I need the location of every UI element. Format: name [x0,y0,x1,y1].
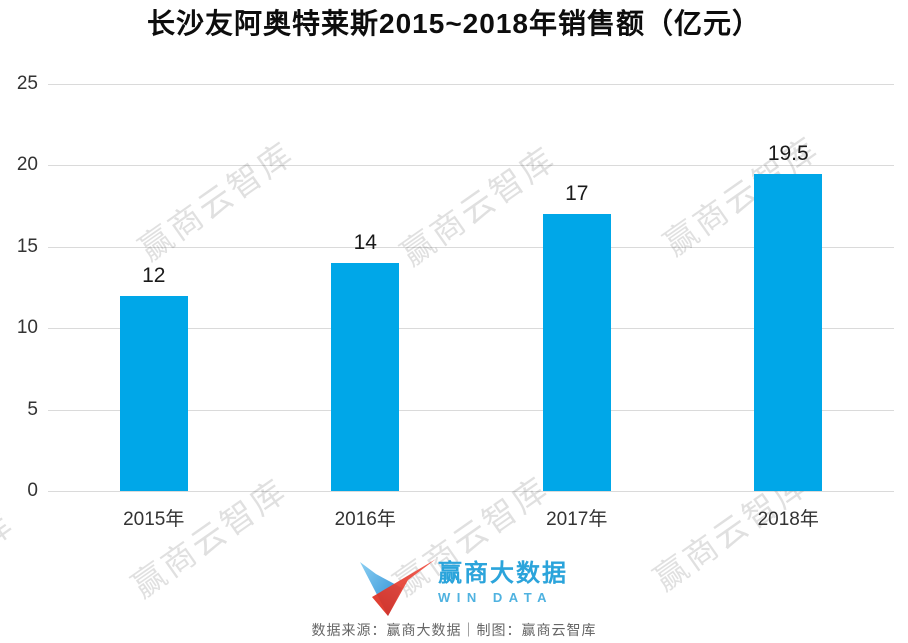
y-axis-tick-label: 5 [27,398,38,420]
gridline [48,84,894,85]
bar-chart: 0 5 10 15 20 25 赢商云智库 赢商云智库 赢商云智库 赢商云智库 赢商云智库 赢商云智库… [0,60,908,638]
y-axis-tick-label: 20 [16,154,38,176]
gridline [48,246,894,248]
logo-name: 赢商大数据 [438,560,568,587]
x-axis-tick-label: 2015年 [123,509,185,530]
win-data-logo-icon [360,559,436,616]
bar [754,173,823,491]
logo-subtitle: WIN DATA [438,590,554,605]
y-axis-tick-label: 15 [16,235,38,257]
bar-value-label: 17 [565,182,589,206]
win-data-logo: 赢商大数据 WIN DATA [352,556,612,618]
y-axis-tick-label: 0 [27,480,38,501]
bar-value-label: 14 [353,231,377,255]
bar-value-label: 12 [142,263,166,287]
x-axis-tick-label: 2016年 [334,509,396,530]
chart-title: 长沙友阿奥特莱斯2015~2018年销售额（亿元） [147,8,761,39]
gridline [48,409,894,411]
bar-value-label: 19.5 [767,141,809,165]
y-axis-tick-label: 10 [16,317,38,339]
bar [119,295,188,491]
gridline [48,491,894,492]
bar [542,214,611,491]
watermark: 赢商云智库 [132,134,301,268]
bar [331,263,400,491]
source-caption: 数据来源：赢商大数据｜制图：赢商云智库 [311,622,597,638]
gridline [48,165,894,167]
win-data-logo-text: 赢商大数据 WIN DATA [438,560,568,605]
y-axis-tick-label: 25 [16,73,38,94]
x-axis-tick-label: 2018年 [757,509,819,530]
gridline [48,328,894,330]
x-axis-tick-label: 2017年 [546,509,608,530]
